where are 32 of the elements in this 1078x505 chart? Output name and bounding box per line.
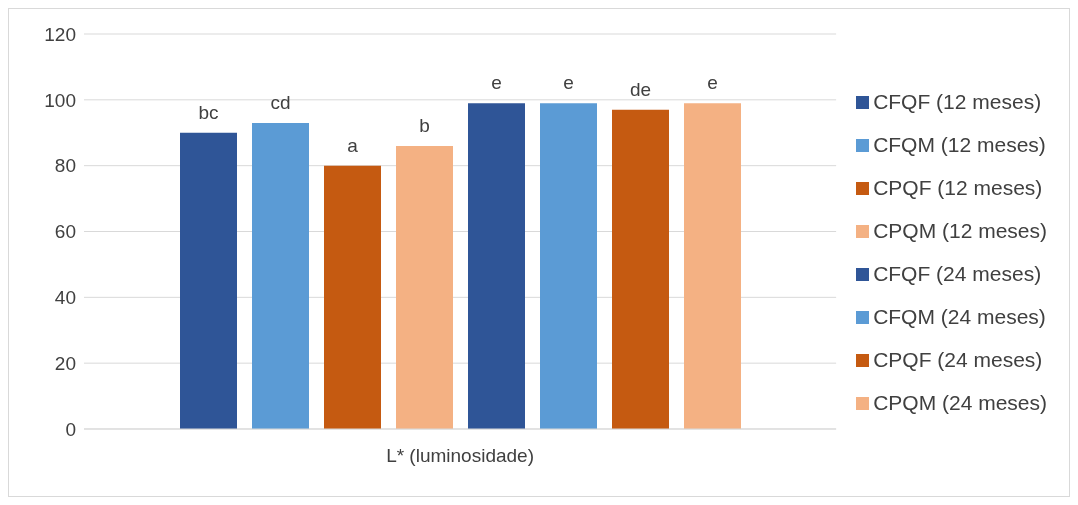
data-label: e — [563, 72, 574, 94]
bar — [396, 145, 453, 429]
y-tick-label: 20 — [54, 352, 76, 374]
y-tick-label: 100 — [44, 89, 76, 111]
data-label: cd — [270, 91, 291, 113]
y-tick-label: 0 — [65, 418, 76, 440]
y-tick-label: 120 — [44, 23, 76, 45]
legend-label: CFQF (12 meses) — [873, 89, 1042, 113]
y-tick-label: 80 — [54, 155, 76, 177]
bar — [612, 109, 669, 429]
bar — [468, 103, 525, 429]
bar — [180, 132, 237, 429]
legend-label: CPQM (12 meses) — [873, 218, 1047, 242]
bar — [684, 103, 741, 429]
data-label: b — [419, 114, 430, 136]
data-label: de — [629, 78, 652, 100]
legend-label: CPQM (24 meses) — [873, 390, 1047, 414]
data-label: e — [707, 72, 718, 94]
bar — [540, 103, 597, 429]
legend-label: CFQM (24 meses) — [873, 304, 1046, 328]
bar — [324, 165, 381, 429]
legend-label: CPQF (24 meses) — [873, 347, 1043, 371]
data-label: e — [491, 72, 502, 94]
y-tick-label: 40 — [54, 287, 76, 309]
legend-label: CFQM (12 meses) — [873, 132, 1046, 156]
data-label: a — [347, 134, 359, 156]
bar — [252, 122, 309, 429]
x-tick-label: L* (luminosidade) — [386, 445, 534, 467]
legend-label: CPQF (12 meses) — [873, 175, 1043, 199]
legend-label: CFQF (24 meses) — [873, 261, 1042, 285]
data-label: bc — [198, 101, 219, 123]
y-tick-label: 60 — [54, 221, 76, 243]
